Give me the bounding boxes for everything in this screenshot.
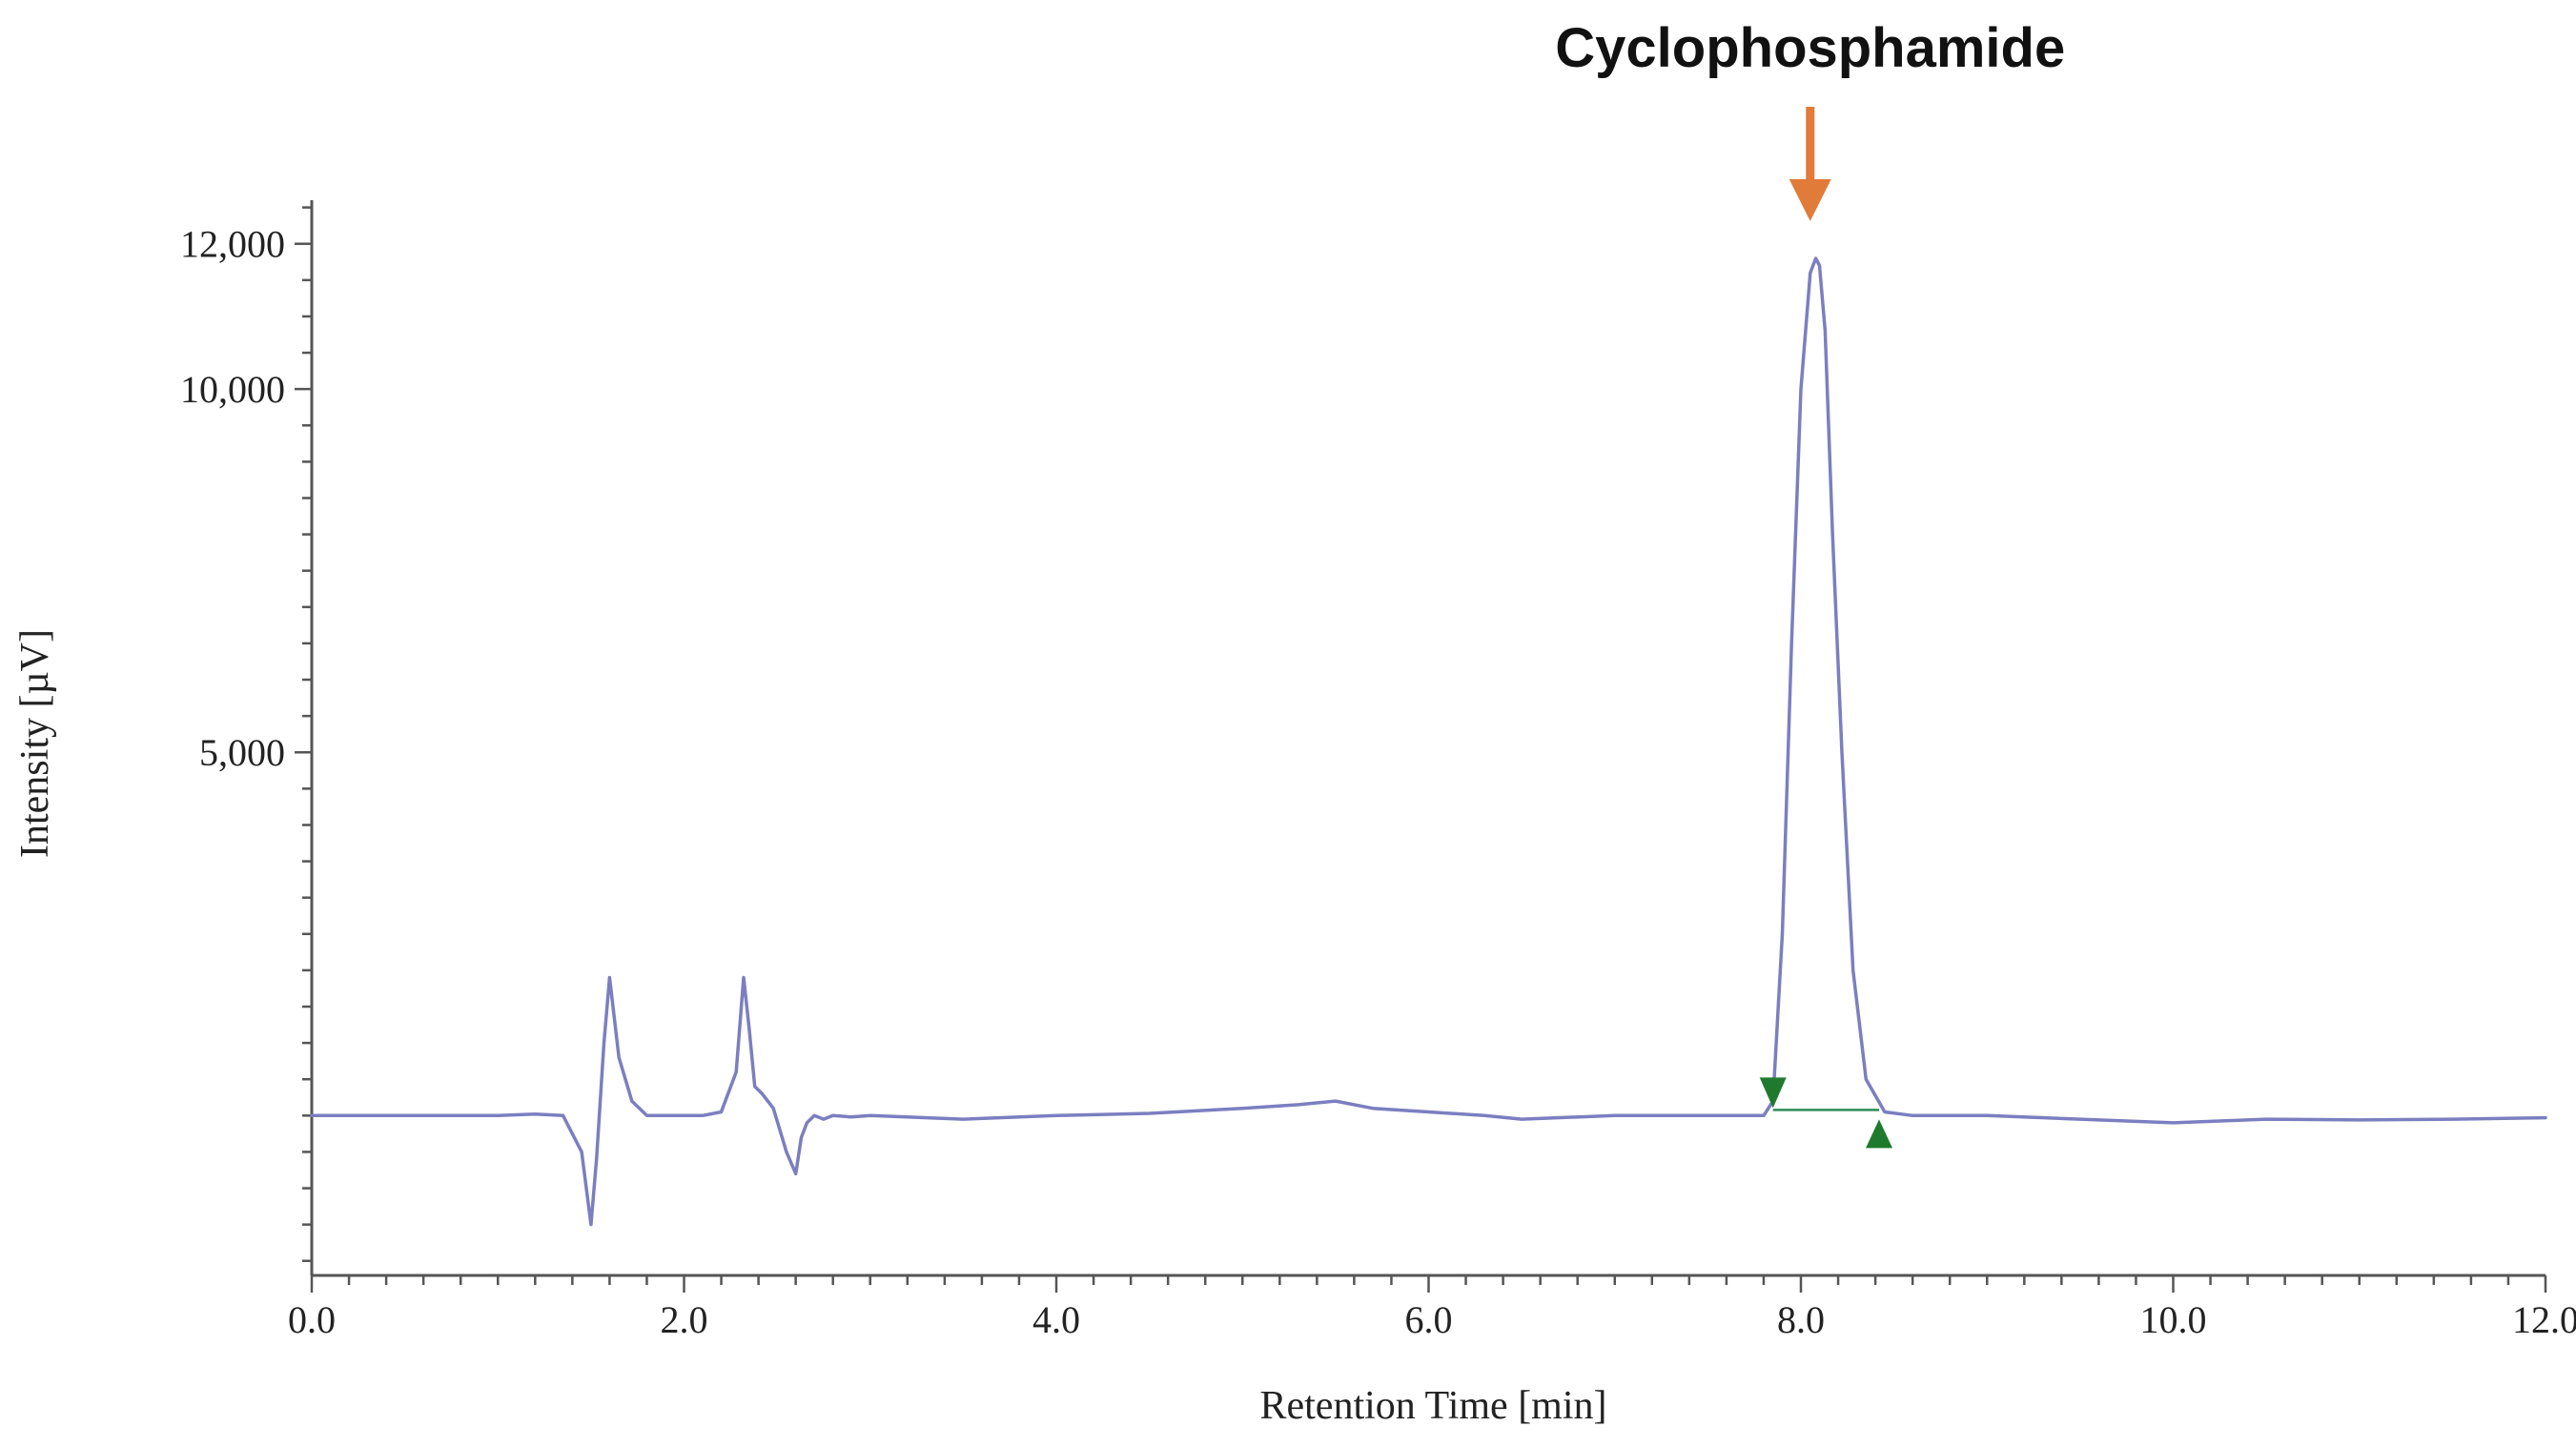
x-tick-label: 6.0 — [1405, 1298, 1453, 1341]
x-axis-title: Retention Time [min] — [1259, 1384, 1606, 1428]
chromatogram-line-0 — [310, 256, 2547, 1227]
x-tick-label: 4.0 — [1032, 1298, 1080, 1341]
y-axis-title: Intensity [µV] — [13, 629, 57, 858]
peak-start-marker — [1759, 1077, 1787, 1109]
y-tick-label: 10,000 — [180, 368, 285, 411]
marker-layer — [1759, 1077, 1893, 1149]
annotation-arrow-head — [1789, 179, 1831, 221]
x-tick-label: 0.0 — [288, 1298, 336, 1341]
x-tick-label: 12.0 — [2512, 1298, 2576, 1341]
peak-end-marker — [1866, 1119, 1893, 1149]
annotation-label: Cyclophosphamide — [1555, 17, 2065, 79]
axes-layer: 0.0 2.0 4.0 6.0 8.0 10.0 12.0 5,000 10,000 12,000… — [13, 200, 2576, 1428]
annotation-layer: Cyclophosphamide — [1555, 17, 2065, 221]
y-tick-label: 5,000 — [199, 731, 285, 774]
y-tick-label: 12,000 — [180, 223, 285, 266]
series-layer — [310, 256, 2547, 1227]
x-tick-label: 8.0 — [1777, 1298, 1825, 1341]
x-tick-label: 10.0 — [2140, 1298, 2207, 1341]
x-tick-label: 2.0 — [661, 1298, 708, 1341]
